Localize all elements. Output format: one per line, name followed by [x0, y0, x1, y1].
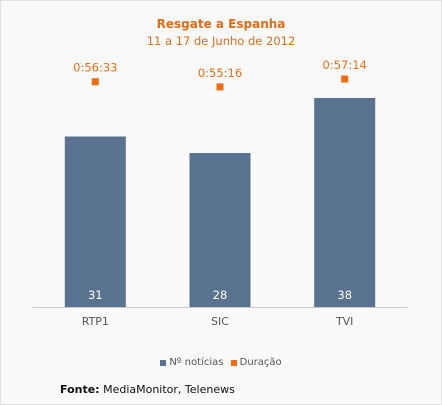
- x-tick-label-rtp1: RTP1: [82, 315, 109, 328]
- legend-item-marker-series: Duração: [230, 357, 282, 368]
- legend-label-marker-series: Duração: [239, 357, 282, 368]
- bar-value-label-rtp1: 31: [88, 288, 103, 302]
- bar-value-label-sic: 28: [213, 288, 228, 302]
- bar-value-label-tvi: 38: [337, 288, 352, 302]
- bar-rtp1: [64, 136, 126, 307]
- bar-sic: [189, 153, 251, 307]
- legend-item-bar-series: Nº notícias: [160, 357, 223, 368]
- bar-tvi: [314, 98, 376, 307]
- legend-swatch-bar: [160, 359, 167, 366]
- chart-subtitle: 11 a 17 de Junho de 2012: [146, 34, 296, 48]
- source-text: MediaMonitor, Telenews: [99, 383, 235, 396]
- source-note: Fonte: MediaMonitor, Telenews: [60, 383, 235, 396]
- legend-label-bar-series: Nº notícias: [169, 357, 224, 368]
- duration-label-tvi: 0:57:14: [323, 58, 367, 72]
- chart-title: Resgate a Espanha: [156, 17, 286, 31]
- x-tick-label-sic: SIC: [211, 315, 229, 328]
- legend-swatch-marker: [230, 359, 237, 366]
- source-label: Fonte:: [60, 383, 100, 396]
- duration-marker-tvi: [341, 75, 349, 83]
- chart-legend: Nº notícias Duração: [0, 357, 442, 369]
- duration-marker-rtp1: [91, 78, 99, 86]
- duration-marker-sic: [216, 83, 224, 91]
- duration-label-sic: 0:55:16: [198, 66, 242, 80]
- duration-label-rtp1: 0:56:33: [73, 61, 117, 75]
- x-tick-label-tvi: TVI: [335, 315, 354, 328]
